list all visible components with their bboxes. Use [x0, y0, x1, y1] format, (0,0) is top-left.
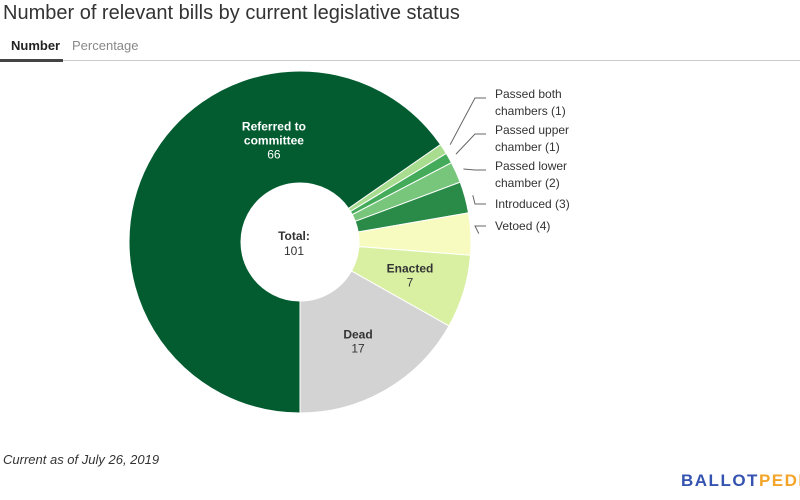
tab-percentage[interactable]: Percentage — [72, 38, 139, 53]
logo-part2: PEDIA — [758, 471, 800, 490]
slice-label: Passed lower — [495, 159, 567, 173]
slice-label: chamber (2) — [495, 176, 560, 190]
footnote: Current as of July 26, 2019 — [3, 452, 160, 467]
slice-label: committee — [244, 133, 304, 147]
slice-label: Passed upper — [495, 123, 569, 137]
slice-value: 66 — [267, 147, 281, 161]
slice-label: chambers (1) — [495, 104, 566, 118]
active-tab-indicator — [0, 59, 63, 62]
leader-line — [463, 168, 486, 171]
slice-label: Introduced (3) — [495, 197, 570, 211]
slice-label: Dead — [343, 327, 372, 341]
slice-label: Enacted — [387, 261, 434, 275]
slice-label: chamber (1) — [495, 140, 560, 154]
total-value: 101 — [284, 244, 304, 258]
tab-divider — [0, 60, 800, 61]
chart-title: Number of relevant bills by current legi… — [3, 2, 460, 24]
ballotpedia-logo[interactable]: BALLOTPEDIA — [681, 471, 800, 491]
leader-line — [472, 195, 486, 205]
slice-value: 7 — [407, 275, 414, 289]
leader-line — [455, 133, 486, 155]
leader-line — [474, 225, 486, 234]
slice-label: Vetoed (4) — [495, 219, 550, 233]
tab-number[interactable]: Number — [11, 38, 61, 53]
leader-line — [449, 97, 486, 145]
slice-label: Referred to — [242, 119, 306, 133]
donut-hole — [241, 183, 359, 301]
slice-value: 17 — [351, 341, 365, 355]
logo-part1: BALLOT — [681, 471, 759, 490]
slice-label: Passed both — [495, 87, 562, 101]
total-label: Total: — [278, 229, 310, 243]
